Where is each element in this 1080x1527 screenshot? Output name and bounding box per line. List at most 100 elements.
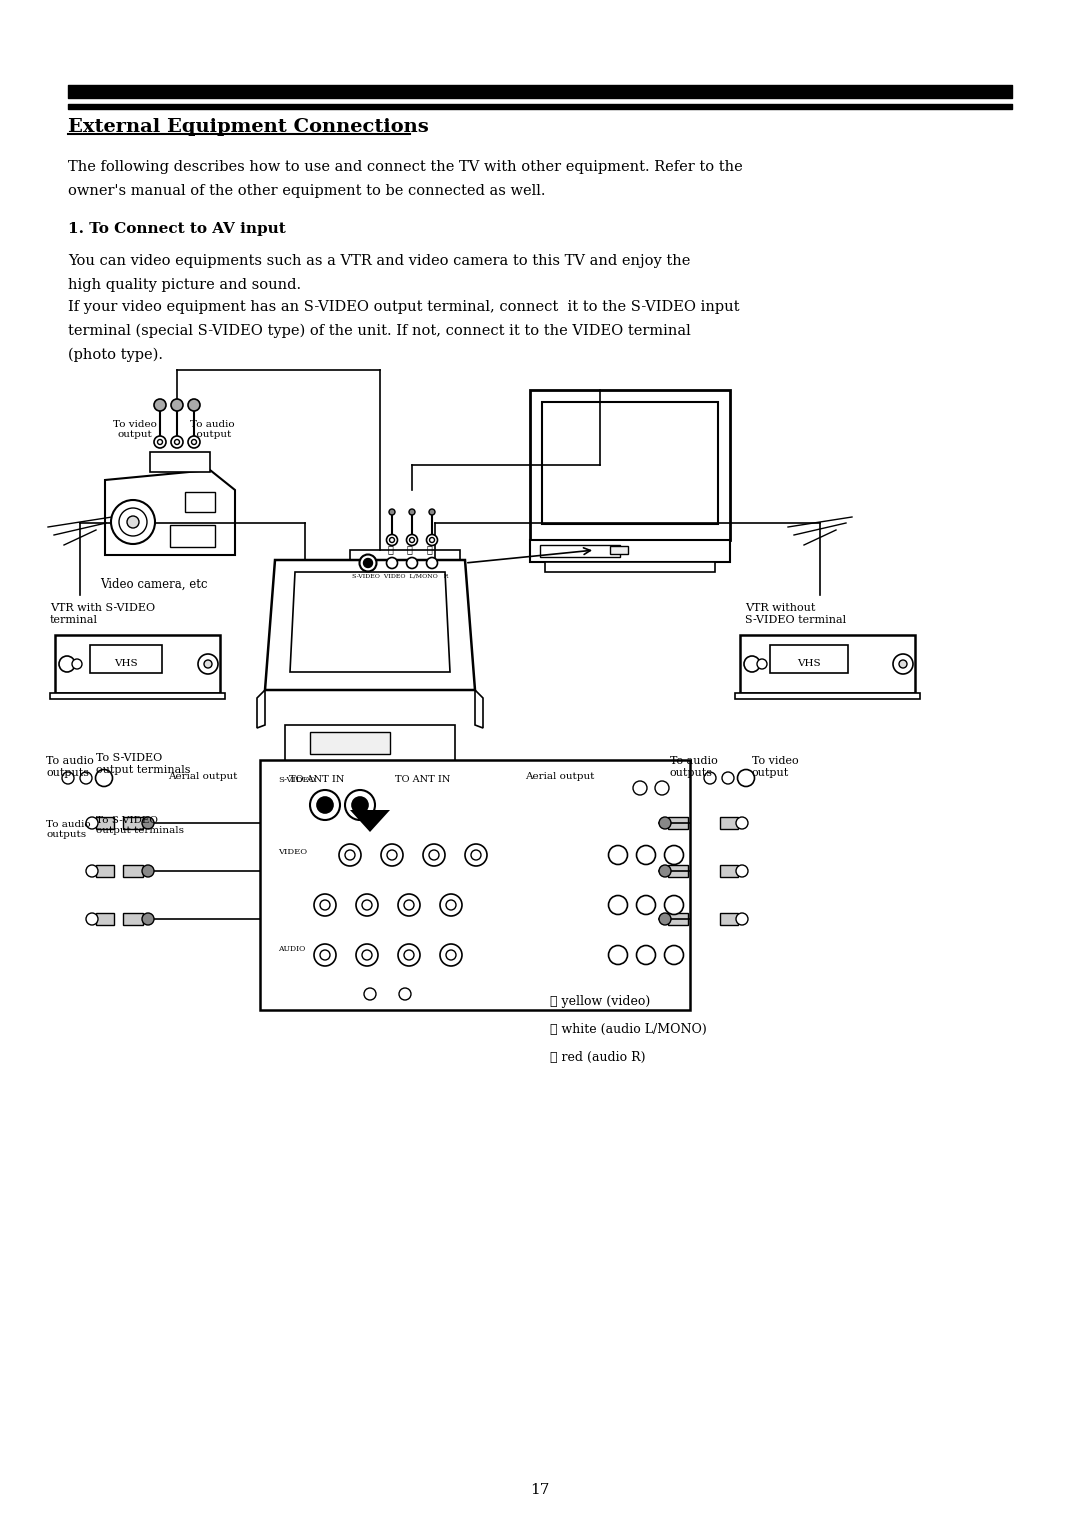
Polygon shape [770,644,848,673]
Circle shape [659,817,671,829]
Text: ⒦ white (audio L/MONO): ⒦ white (audio L/MONO) [550,1023,706,1035]
Circle shape [360,554,377,571]
Circle shape [446,950,456,960]
Circle shape [320,950,330,960]
Circle shape [356,944,378,967]
Text: To S-VIDEO
output terminals: To S-VIDEO output terminals [96,753,190,774]
Circle shape [175,440,179,444]
Text: S-VIDEO  VIDEO  L/MONO   R: S-VIDEO VIDEO L/MONO R [352,574,448,579]
Circle shape [636,846,656,864]
Circle shape [659,913,671,925]
Circle shape [191,440,197,444]
Circle shape [141,864,154,876]
Circle shape [80,773,92,783]
Circle shape [608,846,627,864]
Text: Aerial output: Aerial output [525,773,594,780]
Circle shape [423,844,445,866]
Text: Aerial output: Aerial output [167,773,237,780]
Circle shape [664,846,684,864]
Polygon shape [610,547,627,554]
Circle shape [633,780,647,796]
Circle shape [119,508,147,536]
Circle shape [404,899,414,910]
Text: terminal (special S-VIDEO type) of the unit. If not, connect it to the VIDEO ter: terminal (special S-VIDEO type) of the u… [68,324,691,339]
Circle shape [738,770,755,786]
Text: 1. To Connect to AV input: 1. To Connect to AV input [68,221,286,237]
Text: Ⓡ: Ⓡ [427,545,433,554]
Circle shape [72,660,82,669]
Circle shape [757,660,767,669]
Circle shape [339,844,361,866]
Polygon shape [96,913,114,925]
Circle shape [608,895,627,915]
Circle shape [141,817,154,829]
Polygon shape [540,545,620,557]
Circle shape [735,913,748,925]
Polygon shape [96,817,114,829]
Circle shape [356,893,378,916]
Circle shape [636,895,656,915]
Text: S-VIDEO: S-VIDEO [278,776,315,783]
Circle shape [59,657,75,672]
Circle shape [427,557,437,568]
Circle shape [154,399,166,411]
Text: To audio
  output: To audio output [190,420,234,440]
Text: AUDIO: AUDIO [278,945,306,953]
Polygon shape [257,690,265,728]
Circle shape [608,945,627,965]
Circle shape [188,399,200,411]
Text: ⓨ yellow (video): ⓨ yellow (video) [550,996,650,1008]
Text: External Equipment Connections: External Equipment Connections [68,118,429,136]
Polygon shape [720,913,738,925]
Polygon shape [350,550,460,576]
Circle shape [320,899,330,910]
Text: Video camera, etc: Video camera, etc [100,579,207,591]
Circle shape [409,508,415,515]
Polygon shape [669,817,688,829]
Circle shape [659,864,671,876]
Circle shape [127,516,139,528]
Polygon shape [105,470,235,554]
Circle shape [86,864,98,876]
Text: The following describes how to use and connect the TV with other equipment. Refe: The following describes how to use and c… [68,160,743,174]
Polygon shape [96,864,114,876]
Polygon shape [260,760,690,1009]
Circle shape [387,557,397,568]
Text: You can video equipments such as a VTR and video camera to this TV and enjoy the: You can video equipments such as a VTR a… [68,253,690,269]
Circle shape [345,851,355,860]
Text: To S-VIDEO
output terminals: To S-VIDEO output terminals [96,815,184,835]
Text: (photo type).: (photo type). [68,348,163,362]
Polygon shape [50,693,225,699]
Polygon shape [350,809,390,832]
Polygon shape [545,562,715,573]
Circle shape [744,657,760,672]
Text: TO ANT IN: TO ANT IN [289,776,345,783]
Circle shape [314,944,336,967]
Circle shape [723,773,734,783]
Polygon shape [735,693,920,699]
Circle shape [364,988,376,1000]
Polygon shape [185,492,215,512]
Circle shape [404,950,414,960]
Text: TO ANT IN: TO ANT IN [395,776,450,783]
Polygon shape [740,635,915,693]
Polygon shape [150,452,210,472]
Circle shape [465,844,487,866]
Circle shape [440,893,462,916]
Text: To audio
outputs: To audio outputs [46,756,94,777]
Circle shape [399,893,420,916]
Text: VHS: VHS [797,660,821,667]
Circle shape [406,534,418,545]
Circle shape [158,440,162,444]
Polygon shape [291,573,450,672]
Circle shape [389,508,395,515]
Circle shape [427,534,437,545]
Polygon shape [542,402,718,524]
Text: VTR with S-VIDEO
terminal: VTR with S-VIDEO terminal [50,603,156,625]
Text: If your video equipment has an S-VIDEO output terminal, connect  it to the S-VID: If your video equipment has an S-VIDEO o… [68,299,740,315]
Text: VIDEO: VIDEO [278,847,307,857]
Circle shape [188,437,200,447]
Circle shape [390,538,394,542]
Circle shape [387,534,397,545]
Circle shape [171,399,183,411]
